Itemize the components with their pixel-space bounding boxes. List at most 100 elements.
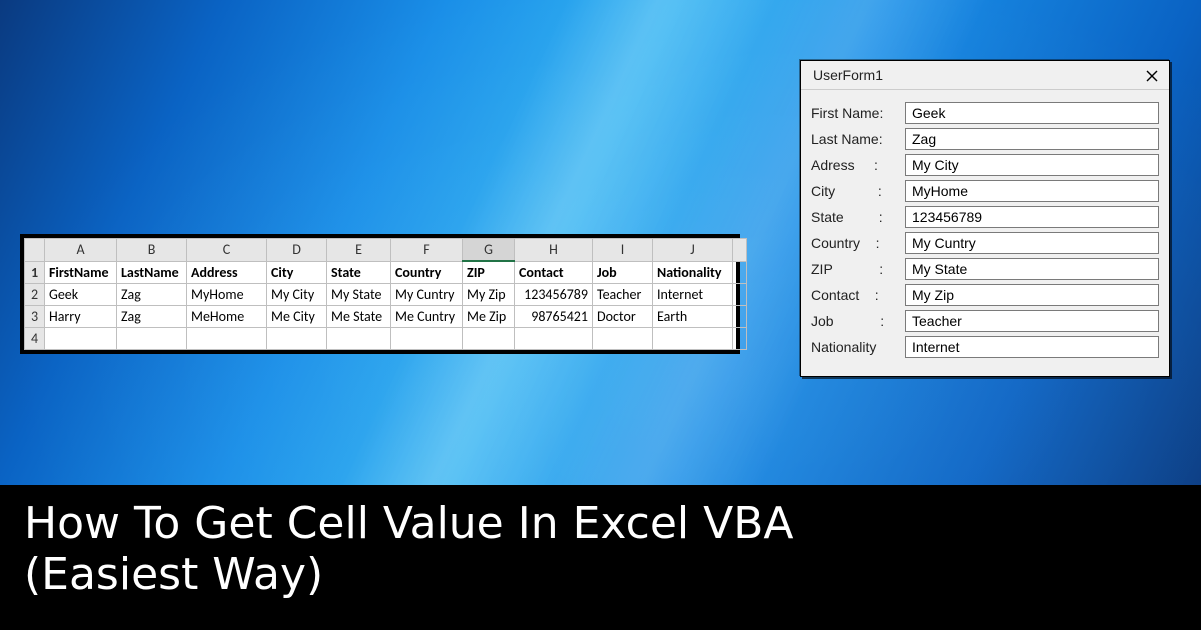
input-nationality[interactable]	[905, 336, 1159, 358]
cell[interactable]: FirstName	[45, 261, 117, 284]
col-header-blank	[733, 239, 747, 262]
excel-grid[interactable]: A B C D E F G H I J 1 FirstName LastName…	[24, 238, 747, 350]
cell[interactable]	[733, 261, 747, 284]
table-row[interactable]: 2 Geek Zag MyHome My City My State My Cu…	[25, 284, 747, 306]
label-job: Job :	[811, 313, 897, 329]
cell[interactable]: ZIP	[463, 261, 515, 284]
cell[interactable]: Me Cuntry	[391, 306, 463, 328]
cell[interactable]: 98765421	[515, 306, 593, 328]
userform-window[interactable]: UserForm1 First Name: Last Name: Adress …	[800, 60, 1170, 377]
form-row-city: City :	[811, 180, 1159, 202]
cell[interactable]: Me State	[327, 306, 391, 328]
col-header-a[interactable]: A	[45, 239, 117, 262]
form-row-job: Job :	[811, 310, 1159, 332]
input-contact[interactable]	[905, 284, 1159, 306]
cell[interactable]: Me City	[267, 306, 327, 328]
input-state[interactable]	[905, 206, 1159, 228]
cell[interactable]: Zag	[117, 284, 187, 306]
cell[interactable]	[327, 328, 391, 350]
col-header-c[interactable]: C	[187, 239, 267, 262]
cell[interactable]: Doctor	[593, 306, 653, 328]
userform-titlebar[interactable]: UserForm1	[801, 61, 1169, 90]
form-row-last-name: Last Name:	[811, 128, 1159, 150]
form-row-first-name: First Name:	[811, 102, 1159, 124]
input-address[interactable]	[905, 154, 1159, 176]
close-icon	[1146, 70, 1158, 82]
cell[interactable]	[391, 328, 463, 350]
cell[interactable]	[733, 284, 747, 306]
label-last-name: Last Name:	[811, 131, 897, 147]
table-row[interactable]: 3 Harry Zag MeHome Me City Me State Me C…	[25, 306, 747, 328]
cell[interactable]: Contact	[515, 261, 593, 284]
col-header-g[interactable]: G	[463, 239, 515, 262]
row-header-1[interactable]: 1	[25, 261, 45, 284]
cell[interactable]	[45, 328, 117, 350]
form-row-contact: Contact :	[811, 284, 1159, 306]
cell[interactable]	[733, 328, 747, 350]
cell[interactable]: LastName	[117, 261, 187, 284]
row-header-4[interactable]: 4	[25, 328, 45, 350]
cell[interactable]	[515, 328, 593, 350]
cell[interactable]: MyHome	[187, 284, 267, 306]
excel-table-window: A B C D E F G H I J 1 FirstName LastName…	[20, 234, 740, 354]
cell[interactable]: City	[267, 261, 327, 284]
select-all-corner[interactable]	[25, 239, 45, 262]
form-row-zip: ZIP :	[811, 258, 1159, 280]
cell[interactable]: My Cuntry	[391, 284, 463, 306]
cell[interactable]: State	[327, 261, 391, 284]
row-header-2[interactable]: 2	[25, 284, 45, 306]
input-first-name[interactable]	[905, 102, 1159, 124]
caption-bar: How To Get Cell Value In Excel VBA (Easi…	[0, 485, 1201, 630]
cell[interactable]: My City	[267, 284, 327, 306]
cell[interactable]	[733, 306, 747, 328]
col-header-d[interactable]: D	[267, 239, 327, 262]
cell[interactable]: Address	[187, 261, 267, 284]
cell[interactable]: Harry	[45, 306, 117, 328]
form-row-nationality: Nationality	[811, 336, 1159, 358]
input-city[interactable]	[905, 180, 1159, 202]
input-job[interactable]	[905, 310, 1159, 332]
cell[interactable]	[117, 328, 187, 350]
cell[interactable]: Zag	[117, 306, 187, 328]
table-row[interactable]: 4	[25, 328, 747, 350]
cell[interactable]: Internet	[653, 284, 733, 306]
col-header-f[interactable]: F	[391, 239, 463, 262]
col-header-e[interactable]: E	[327, 239, 391, 262]
column-letter-row: A B C D E F G H I J	[25, 239, 747, 262]
caption-line-1: How To Get Cell Value In Excel VBA	[24, 499, 1177, 550]
col-header-h[interactable]: H	[515, 239, 593, 262]
cell[interactable]	[463, 328, 515, 350]
col-header-j[interactable]: J	[653, 239, 733, 262]
label-contact: Contact :	[811, 287, 897, 303]
cell[interactable]: MeHome	[187, 306, 267, 328]
cell[interactable]: My State	[327, 284, 391, 306]
label-address: Adress :	[811, 157, 897, 173]
cell[interactable]: 123456789	[515, 284, 593, 306]
form-row-address: Adress :	[811, 154, 1159, 176]
cell[interactable]	[593, 328, 653, 350]
col-header-i[interactable]: I	[593, 239, 653, 262]
cell[interactable]: Nationality	[653, 261, 733, 284]
row-header-3[interactable]: 3	[25, 306, 45, 328]
form-row-state: State :	[811, 206, 1159, 228]
userform-body: First Name: Last Name: Adress : City : S…	[801, 90, 1169, 376]
cell[interactable]	[267, 328, 327, 350]
cell[interactable]: Job	[593, 261, 653, 284]
input-zip[interactable]	[905, 258, 1159, 280]
cell[interactable]: Country	[391, 261, 463, 284]
cell[interactable]	[187, 328, 267, 350]
cell[interactable]: My Zip	[463, 284, 515, 306]
form-row-country: Country :	[811, 232, 1159, 254]
label-first-name: First Name:	[811, 105, 897, 121]
cell[interactable]: Geek	[45, 284, 117, 306]
col-header-b[interactable]: B	[117, 239, 187, 262]
cell[interactable]: Teacher	[593, 284, 653, 306]
close-button[interactable]	[1141, 65, 1163, 87]
input-country[interactable]	[905, 232, 1159, 254]
cell[interactable]	[653, 328, 733, 350]
table-row[interactable]: 1 FirstName LastName Address City State …	[25, 261, 747, 284]
label-city: City :	[811, 183, 897, 199]
input-last-name[interactable]	[905, 128, 1159, 150]
cell[interactable]: Me Zip	[463, 306, 515, 328]
cell[interactable]: Earth	[653, 306, 733, 328]
